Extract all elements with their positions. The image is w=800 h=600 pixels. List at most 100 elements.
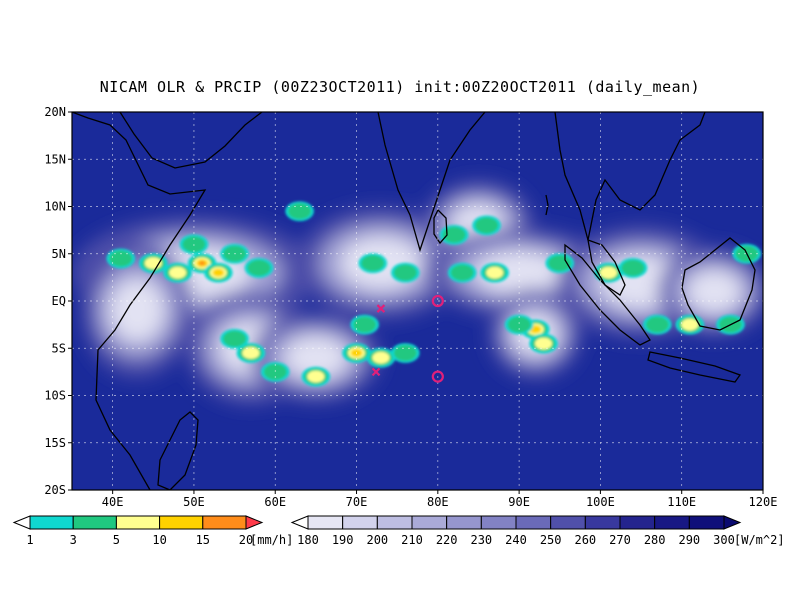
precip-cell <box>548 255 572 272</box>
lat-tick-label: 5S <box>52 341 66 355</box>
precip-cell <box>212 268 225 277</box>
colorbar-swatch <box>115 515 161 530</box>
colorbar-swatch <box>688 515 725 530</box>
storm-markers <box>371 294 444 383</box>
colorbar-swatch <box>411 515 448 530</box>
java-coastline <box>647 351 742 383</box>
precip-cell <box>199 261 205 266</box>
colorbar-label: 180 <box>297 533 319 547</box>
colorbar-label: 230 <box>470 533 492 547</box>
lon-tick-label: 70E <box>346 495 368 509</box>
olr-cloud-layer <box>72 180 763 405</box>
malay-coastline <box>587 239 626 296</box>
storm-circle-marker <box>431 294 444 308</box>
storm-x-marker <box>376 304 386 313</box>
precip-cell <box>109 250 133 267</box>
precip-cell <box>353 316 377 333</box>
lat-tick-label: 5N <box>52 247 66 261</box>
colorbar-swatch <box>619 515 656 530</box>
colorbar-label: 5 <box>113 533 120 547</box>
lon-tick-label: 120E <box>749 495 778 509</box>
map-title: NICAM OLR & PRCIP (00Z23OCT2011) init:00… <box>99 78 701 96</box>
colorbar-swatch <box>584 515 621 530</box>
colorbar-label: 15 <box>196 533 210 547</box>
precip-cell <box>681 318 699 331</box>
precip-cell <box>169 266 187 279</box>
arabia-coastline <box>119 112 263 169</box>
precip-cell <box>534 337 553 350</box>
lat-tick-label: 15S <box>44 436 66 450</box>
borneo-coastline <box>681 237 756 331</box>
colorbar-label: 1 <box>26 533 33 547</box>
lon-tick-label: 40E <box>102 495 124 509</box>
colorbar-swatch <box>342 515 378 530</box>
precip-layer <box>106 201 762 387</box>
colorbar-end-left <box>12 515 31 530</box>
precip-cell <box>393 345 417 361</box>
lon-tick-label: 90E <box>508 495 530 509</box>
colorbar-swatch <box>72 515 117 530</box>
srilanka-coastline <box>433 208 448 245</box>
precip-cell <box>486 266 504 279</box>
colorbar-swatch <box>480 515 517 530</box>
colorbar-label: 200 <box>366 533 388 547</box>
colorbar-label: 210 <box>401 533 423 547</box>
coastlines <box>72 112 756 490</box>
lat-tick-label: 20S <box>44 483 66 497</box>
colorbar-label: 190 <box>332 533 354 547</box>
lat-tick-label: EQ <box>52 294 66 308</box>
precip-colorbar: 1 3 5 10 15 20[mm/h] <box>12 515 293 547</box>
lon-tick-label: 110E <box>667 495 696 509</box>
lat-tick-label: 10N <box>44 200 66 214</box>
precip-cell <box>223 330 247 347</box>
olr-band-core <box>474 251 564 294</box>
storm-circle-marker <box>431 370 444 383</box>
latitude-tick-labels: 20N 15N 10N 5N EQ 5S 10S 15S 20S <box>44 105 72 497</box>
precip-cell <box>475 217 499 234</box>
precip-cell <box>621 260 645 276</box>
lat-tick-label: 15N <box>44 152 66 166</box>
colorbar-label: 280 <box>644 533 666 547</box>
precip-cell <box>599 266 618 279</box>
precip-cell <box>288 203 312 220</box>
precip-cell <box>645 316 669 333</box>
indochina-coastline <box>554 112 706 241</box>
sumatra-coastline <box>564 243 651 346</box>
colorbar-unit: [W/m^2] <box>734 533 785 547</box>
colorbar-label: 260 <box>574 533 596 547</box>
colorbar-swatch <box>307 515 344 530</box>
colorbar-label: 20 <box>239 533 253 547</box>
olr-band-core <box>110 279 164 342</box>
colorbar-end-right <box>245 515 264 530</box>
colorbar-swatch <box>550 515 586 530</box>
precip-cell <box>507 316 531 333</box>
olr-colorbar: 180 190 200 210 220 230 240 250 260 270 280 290 300[… <box>290 515 785 547</box>
colorbar-label: 290 <box>678 533 700 547</box>
colorbar-label: 270 <box>609 533 631 547</box>
olr-band-core <box>687 270 742 313</box>
lon-tick-label: 100E <box>586 495 615 509</box>
precip-cell <box>361 255 385 272</box>
olr-band-core <box>284 336 348 379</box>
precip-cell <box>442 226 466 243</box>
colorbar-swatch <box>159 515 204 530</box>
andaman-islands <box>545 194 549 216</box>
lon-tick-label: 60E <box>264 495 286 509</box>
colorbar-end-right <box>723 515 742 530</box>
colorbar-label: 250 <box>540 533 562 547</box>
precip-cell <box>307 370 325 383</box>
lon-tick-label: 80E <box>427 495 449 509</box>
colorbar-swatch <box>654 515 690 530</box>
precip-cell <box>372 351 390 364</box>
colorbar-label: 220 <box>436 533 458 547</box>
precip-cell <box>450 264 474 281</box>
colorbar-label: 240 <box>505 533 527 547</box>
colorbar-swatch <box>446 515 482 530</box>
lat-tick-label: 10S <box>44 389 66 403</box>
madagascar-coastline <box>157 411 199 490</box>
map-gridlines <box>72 112 763 490</box>
africa-coastline <box>72 112 207 490</box>
lon-tick-label: 50E <box>183 495 205 509</box>
precip-cell <box>393 264 417 281</box>
